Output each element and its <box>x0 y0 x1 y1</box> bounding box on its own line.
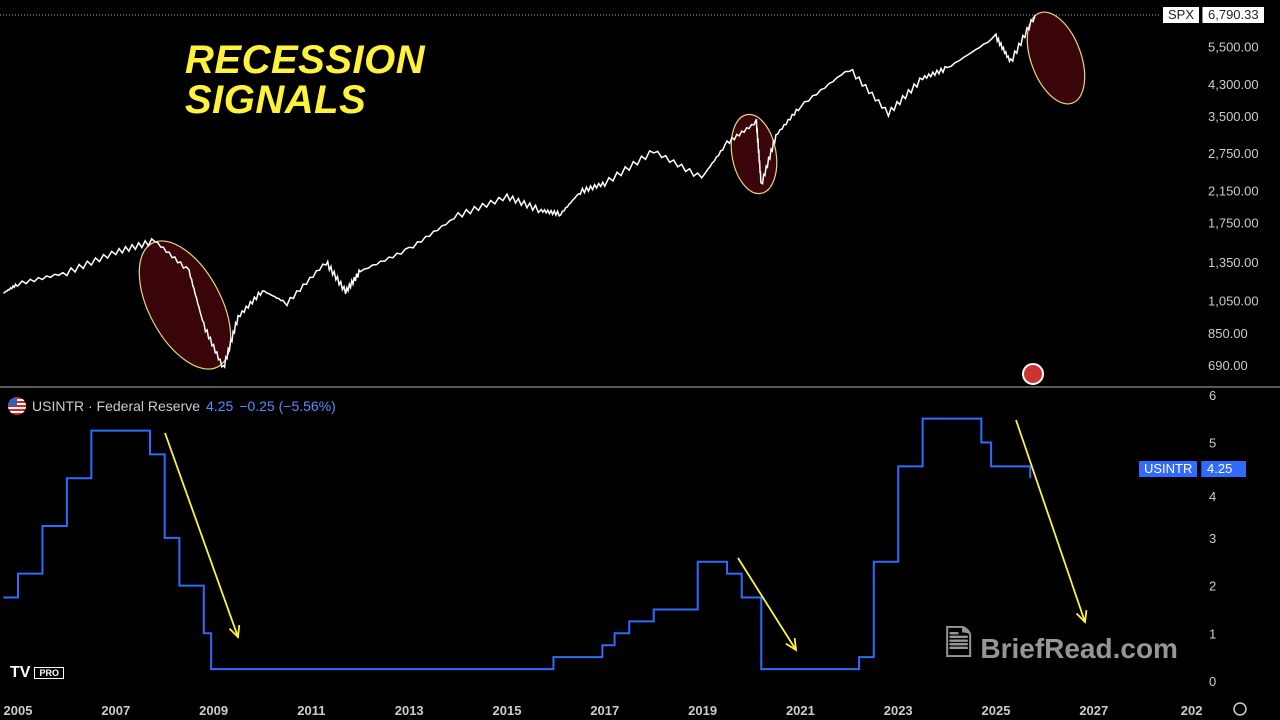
x-axis-tick: 2027 <box>1079 703 1108 718</box>
legend-name: USINTR · Federal Reserve <box>32 398 201 414</box>
rate-symbol-tag: USINTR <box>1139 461 1198 477</box>
rate-axis-tick: 0 <box>1209 674 1216 689</box>
spx-axis-tick: 4,300.00 <box>1208 77 1259 92</box>
x-axis-tick: 202 <box>1181 703 1203 718</box>
x-axis-tick: 2009 <box>199 703 228 718</box>
recession-ellipse-2 <box>1026 11 1086 105</box>
spx-axis-tick: 2,750.00 <box>1208 146 1259 161</box>
spx-axis-tick: 850.00 <box>1208 326 1248 341</box>
rate-axis-tick: 3 <box>1209 531 1216 546</box>
spx-axis-tick: 3,500.00 <box>1208 109 1259 124</box>
event-flag-icon <box>1022 363 1044 385</box>
x-axis-tick: 2011 <box>297 703 325 718</box>
arrow-2 <box>1015 419 1086 623</box>
rate-axis-tick: 1 <box>1209 626 1216 641</box>
arrow-head-1 <box>785 637 798 652</box>
x-axis-tick: 2025 <box>982 703 1011 718</box>
arrow-0 <box>164 432 239 638</box>
document-icon: 🗎 <box>945 625 973 663</box>
spx-price-tag: 6,790.33 <box>1202 7 1264 23</box>
rate-axis-tick: 2 <box>1209 579 1216 594</box>
rate-price-tag: 4.25 <box>1201 461 1246 477</box>
spx-axis-tick: 1,750.00 <box>1208 215 1259 230</box>
spx-axis-tick: 2,150.00 <box>1208 184 1259 199</box>
rate-axis-tick: 6 <box>1209 388 1216 403</box>
arrow-head-2 <box>1075 609 1088 624</box>
arrow-1 <box>737 557 797 651</box>
x-axis-tick: 2019 <box>688 703 717 718</box>
settings-icon[interactable] <box>1233 702 1247 716</box>
spx-axis-tick: 1,350.00 <box>1208 255 1259 270</box>
x-axis-tick: 2021 <box>786 703 815 718</box>
x-axis-tick: 2013 <box>395 703 424 718</box>
legend-value: 4.25 <box>206 398 234 414</box>
recession-ellipse-0 <box>138 240 232 370</box>
x-axis-tick: 2005 <box>4 703 33 718</box>
x-axis-tick: 2007 <box>101 703 130 718</box>
rate-series-line <box>3 417 1032 671</box>
legend-change: −0.25 (−5.56%) <box>239 398 336 414</box>
arrow-head-0 <box>228 624 241 639</box>
spx-symbol-tag: SPX <box>1163 7 1200 23</box>
spx-series-line <box>2 14 1036 369</box>
spx-axis-tick: 1,050.00 <box>1208 294 1259 309</box>
rate-legend: USINTR · Federal Reserve 4.25 −0.25 (−5.… <box>8 397 336 415</box>
x-axis-tick: 2017 <box>590 703 619 718</box>
x-axis-tick: 2023 <box>884 703 913 718</box>
x-axis-tick: 2015 <box>493 703 522 718</box>
spx-axis-tick: 690.00 <box>1208 358 1248 373</box>
rate-axis-tick: 4 <box>1209 489 1216 504</box>
watermark: 🗎 BriefRead.com <box>945 620 1178 677</box>
spx-axis-tick: 5,500.00 <box>1208 39 1259 54</box>
tradingview-logo: TV PRO <box>10 664 64 682</box>
us-flag-icon <box>8 397 26 415</box>
headline: RECESSION SIGNALS <box>185 38 426 122</box>
rate-axis-tick: 5 <box>1209 436 1216 451</box>
